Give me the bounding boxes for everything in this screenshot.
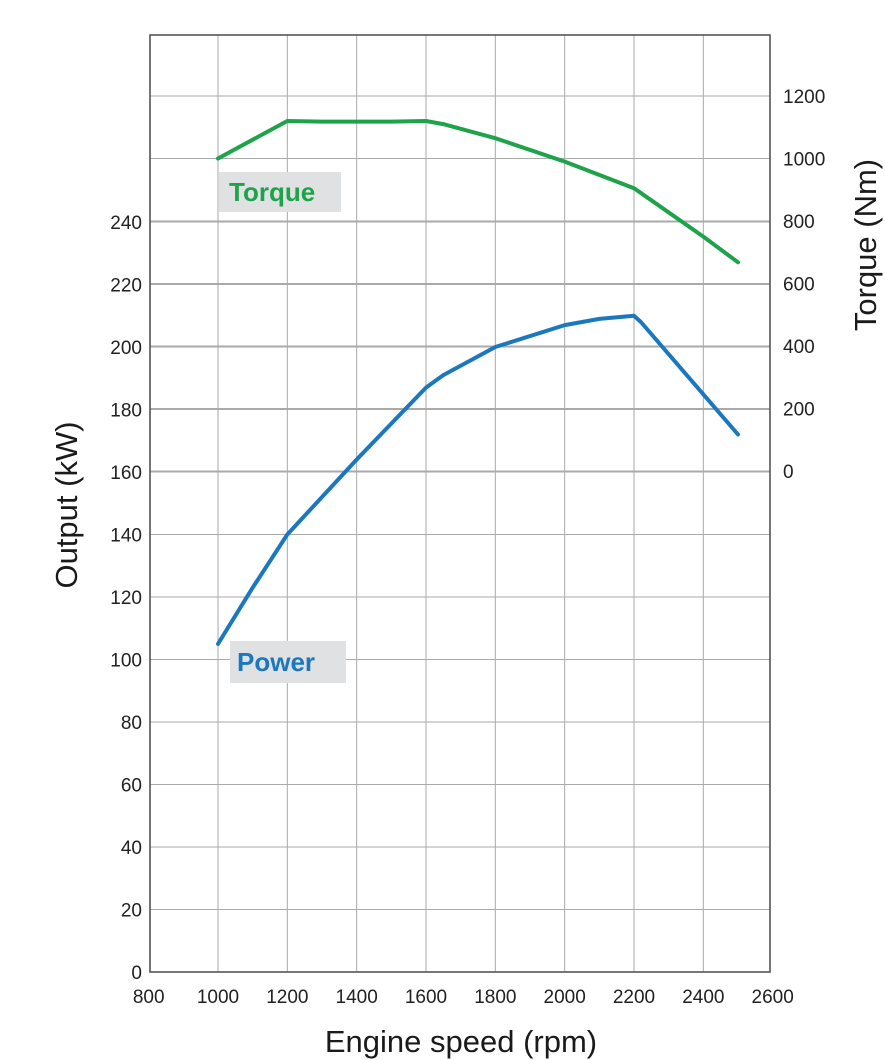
y-left-tick-label: 80 bbox=[121, 713, 142, 734]
x-tick-label: 2000 bbox=[544, 987, 586, 1008]
torque-line bbox=[216, 119, 740, 265]
y-right-tick-label: 0 bbox=[783, 462, 794, 483]
x-tick-label: 800 bbox=[133, 987, 165, 1008]
torque-label-bg bbox=[219, 172, 341, 212]
y-left-tick-label: 160 bbox=[110, 463, 142, 484]
x-tick-label: 1400 bbox=[336, 987, 378, 1008]
power-line bbox=[216, 313, 740, 646]
series-layer bbox=[216, 119, 740, 646]
y-left-tick-label: 20 bbox=[121, 901, 142, 922]
plot-frame bbox=[149, 34, 771, 973]
y-left-tick-label: 200 bbox=[110, 338, 142, 359]
y-axis-right-title: Torque (Nm) bbox=[848, 159, 883, 331]
y-left-tick-label: 100 bbox=[110, 651, 142, 672]
torque-series-label: Torque bbox=[219, 172, 341, 212]
x-tick-label: 2600 bbox=[752, 987, 794, 1008]
tick-labels: 800 1000 1200 1400 1600 1800 2000 2200 2400 26000… bbox=[110, 87, 825, 1008]
x-axis-title: Engine speed (rpm) bbox=[325, 1024, 597, 1059]
y-right-tick-label: 1000 bbox=[783, 150, 825, 171]
power-series-label: Power bbox=[230, 641, 346, 683]
x-tick-label: 1200 bbox=[266, 987, 308, 1008]
y-axis-left-title: Output (kW) bbox=[49, 421, 84, 588]
y-left-tick-label: 240 bbox=[110, 213, 142, 234]
y-left-tick-label: 40 bbox=[121, 838, 142, 859]
y-right-tick-label: 200 bbox=[783, 400, 815, 421]
x-tick-label: 1800 bbox=[474, 987, 516, 1008]
x-tick-label: 2200 bbox=[613, 987, 655, 1008]
y-right-tick-label: 600 bbox=[783, 275, 815, 296]
x-tick-label: 1600 bbox=[405, 987, 447, 1008]
y-left-tick-label: 220 bbox=[110, 276, 142, 297]
y-right-tick-label: 800 bbox=[783, 212, 815, 233]
y-right-tick-label: 400 bbox=[783, 337, 815, 358]
power-label-bg bbox=[230, 641, 346, 683]
power-label-text: Power bbox=[237, 647, 315, 677]
torque-label-text: Torque bbox=[229, 177, 315, 207]
x-tick-label: 2400 bbox=[682, 987, 724, 1008]
grid-lines bbox=[150, 35, 770, 972]
y-left-tick-label: 140 bbox=[110, 526, 142, 547]
y-right-tick-label: 1200 bbox=[783, 87, 825, 108]
y-left-tick-label: 0 bbox=[131, 963, 142, 984]
y-left-tick-label: 120 bbox=[110, 588, 142, 609]
y-left-tick-label: 60 bbox=[121, 776, 142, 797]
x-tick-label: 1000 bbox=[197, 987, 239, 1008]
y-left-tick-label: 180 bbox=[110, 401, 142, 422]
